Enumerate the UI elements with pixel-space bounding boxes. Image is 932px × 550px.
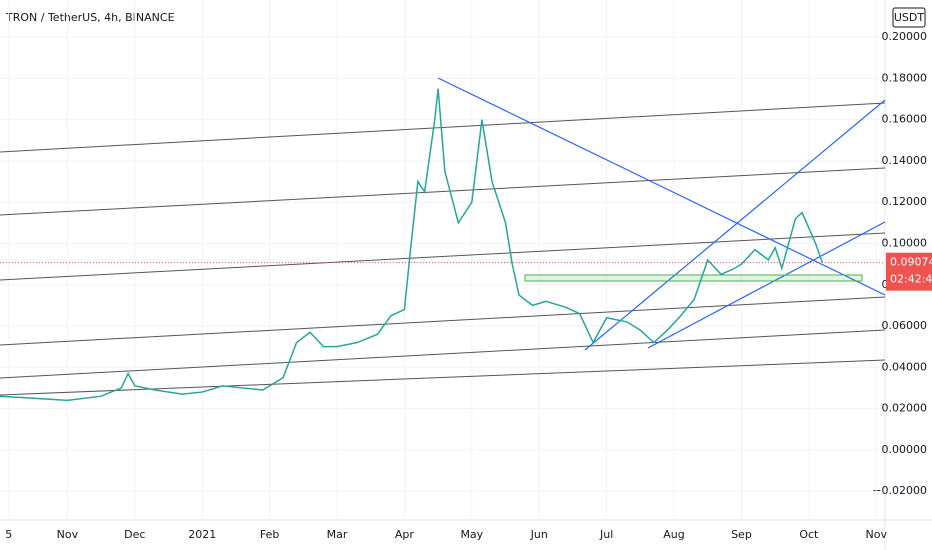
x-tick-label: 5 xyxy=(5,528,12,541)
x-tick-label: Oct xyxy=(799,528,819,541)
chart-title: TRON / TetherUS, 4h, BINANCE xyxy=(5,11,175,24)
last-price-label: 0.09074 xyxy=(890,256,932,269)
channel-line xyxy=(0,167,886,216)
x-tick-label: Feb xyxy=(260,528,279,541)
x-tick-label: 2021 xyxy=(188,528,216,541)
x-tick-label: Mar xyxy=(327,528,348,541)
x-tick-label: Nov xyxy=(866,528,888,541)
support-zone xyxy=(524,274,863,282)
price-line xyxy=(0,88,824,402)
y-tick-label: 0.18000 xyxy=(882,71,928,84)
x-tick-label: Aug xyxy=(663,528,684,541)
x-tick-label: Jun xyxy=(530,528,548,541)
y-tick-label: 0.16000 xyxy=(882,113,928,126)
x-tick-label: May xyxy=(460,528,483,541)
x-tick-label: Dec xyxy=(124,528,145,541)
y-tick-label: 0.12000 xyxy=(882,195,928,208)
x-tick-label: Sep xyxy=(731,528,752,541)
y-tick-label: 0.02000 xyxy=(882,402,928,415)
y-tick-label: −0.02000 xyxy=(872,484,927,497)
channel-line xyxy=(0,329,886,379)
channel-line xyxy=(0,102,886,153)
y-tick-label: 0.00000 xyxy=(882,443,928,456)
x-tick-label: Apr xyxy=(395,528,415,541)
y-tick-label: 0.14000 xyxy=(882,154,928,167)
last-price-badge xyxy=(886,252,932,291)
y-tick-label: 0.06000 xyxy=(882,319,928,332)
trend-line xyxy=(437,77,886,296)
x-tick-label: Nov xyxy=(57,528,79,541)
trend-line xyxy=(584,99,886,351)
currency: USDT xyxy=(894,11,925,24)
currency-badge[interactable] xyxy=(892,7,926,28)
channel-line xyxy=(0,232,886,281)
y-tick-label: 0.10000 xyxy=(882,236,928,249)
x-tick-label: Jul xyxy=(599,528,613,541)
countdown: 02:42:42 xyxy=(890,273,932,286)
trend-line xyxy=(647,221,886,349)
y-tick-label: 0.20000 xyxy=(882,30,928,43)
y-tick-label: 0.04000 xyxy=(882,360,928,373)
channel-line xyxy=(0,296,886,346)
